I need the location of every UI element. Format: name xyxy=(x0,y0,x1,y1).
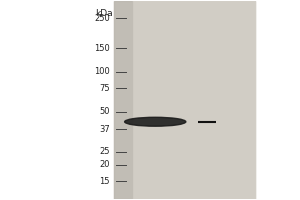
Text: 250: 250 xyxy=(94,14,110,23)
Bar xyxy=(132,1,254,199)
Text: 75: 75 xyxy=(99,84,110,93)
Text: 100: 100 xyxy=(94,67,110,76)
Text: kDa: kDa xyxy=(95,9,113,18)
Text: 37: 37 xyxy=(99,125,110,134)
Text: 15: 15 xyxy=(99,177,110,186)
Ellipse shape xyxy=(124,117,186,126)
Text: 25: 25 xyxy=(99,147,110,156)
Bar xyxy=(114,1,132,199)
Text: 50: 50 xyxy=(99,107,110,116)
Text: 20: 20 xyxy=(99,160,110,169)
Bar xyxy=(114,1,254,199)
Text: 150: 150 xyxy=(94,44,110,53)
